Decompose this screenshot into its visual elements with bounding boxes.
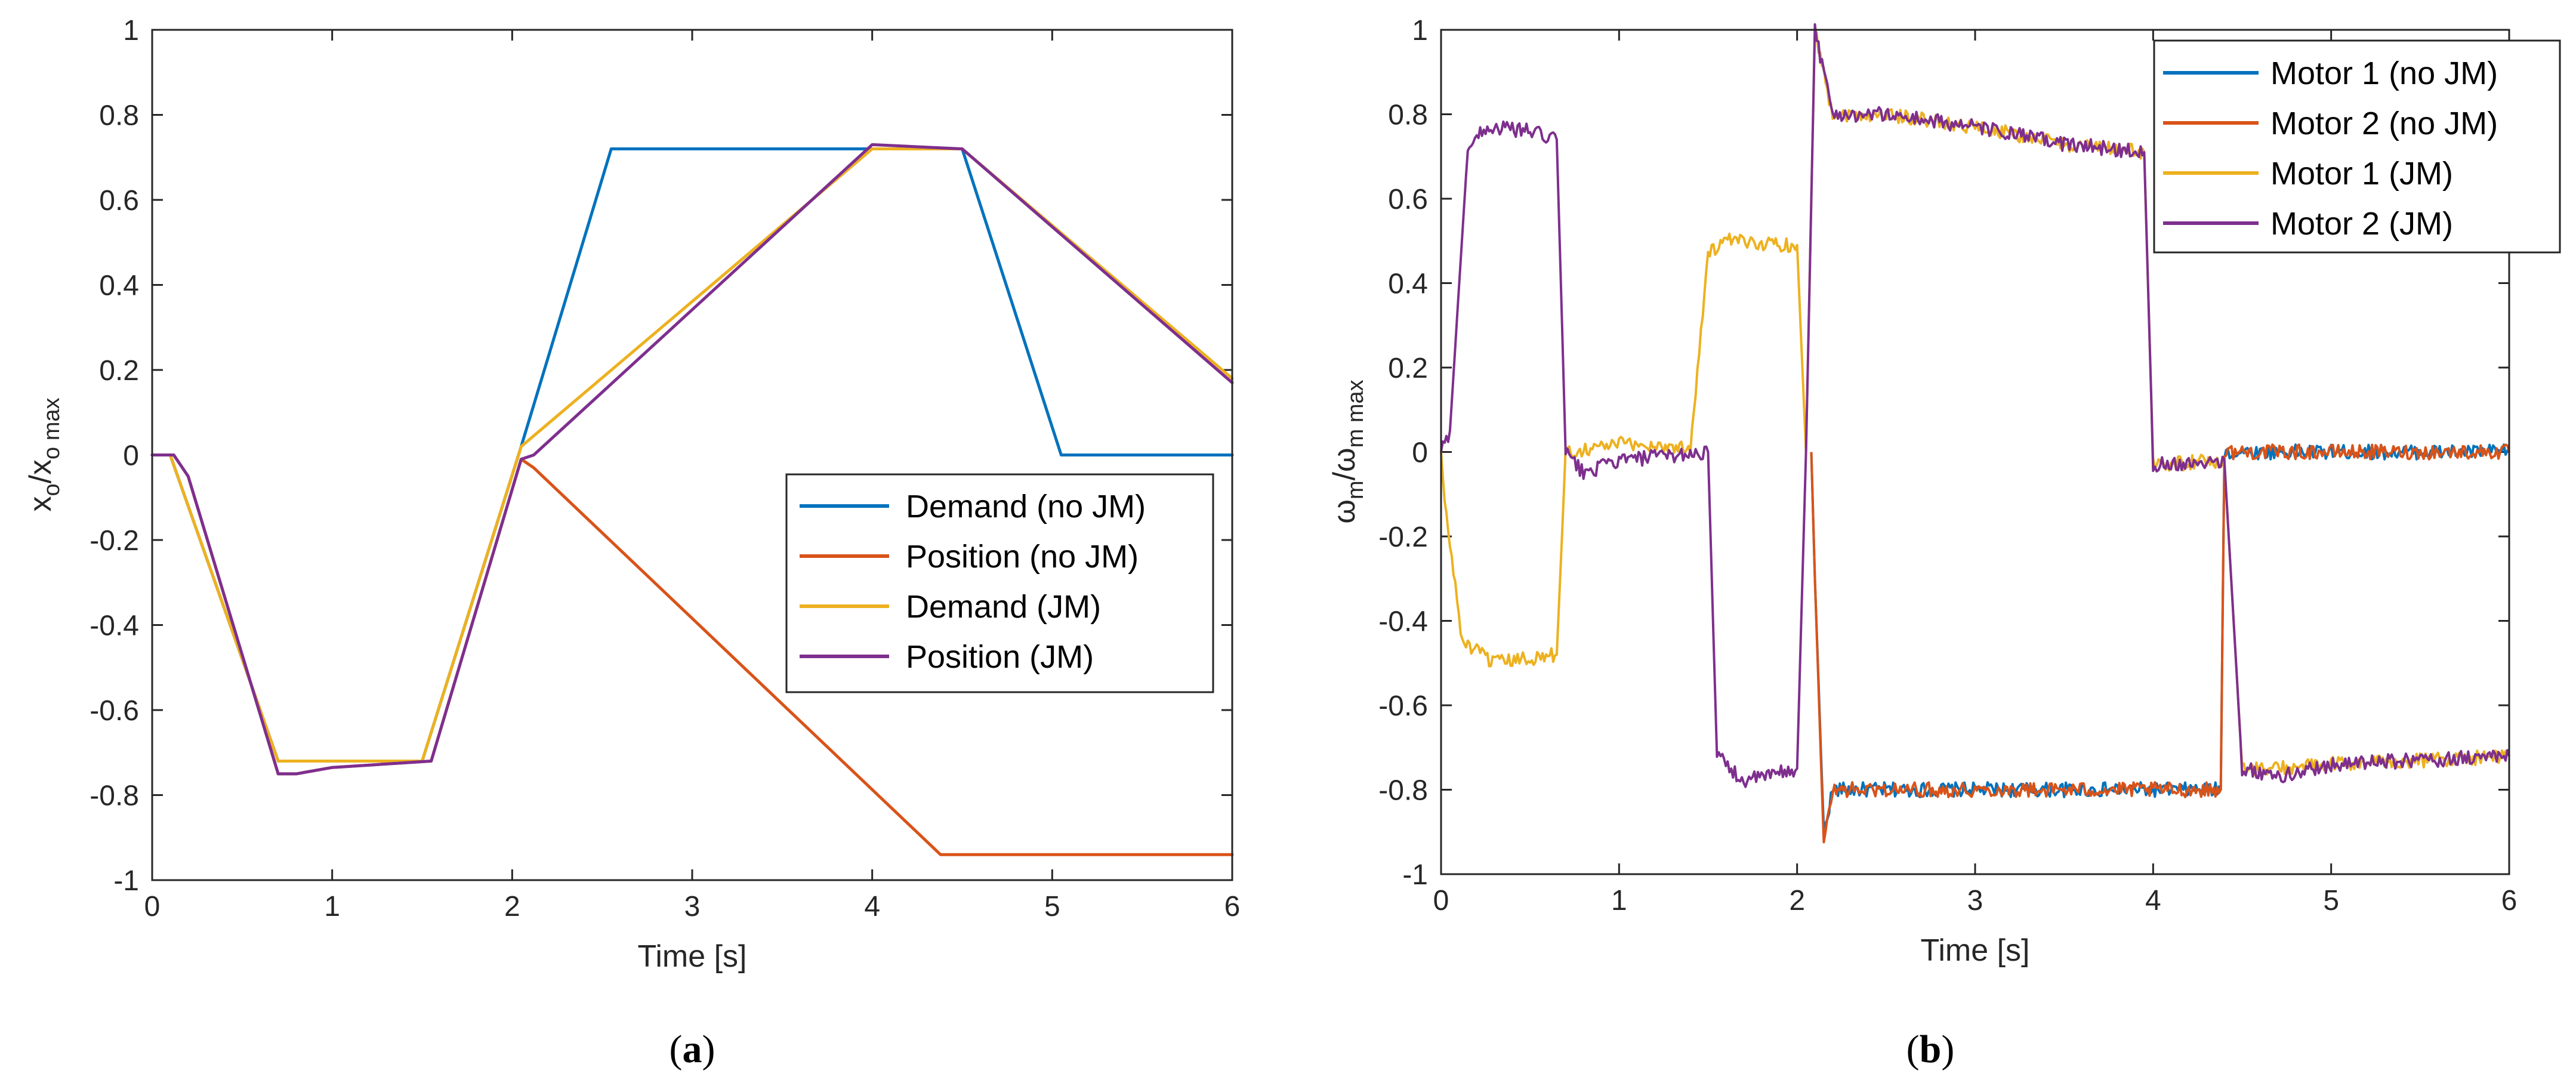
series-line-motor-2-jm [1440, 23, 2510, 788]
plot-frame-b [1440, 29, 2510, 875]
y-tick-label: 0.6 [1388, 184, 1428, 215]
x-tick-label: 1 [1611, 885, 1627, 917]
y-tick-label: -1 [113, 865, 139, 897]
y-tick-label: -0.6 [1378, 690, 1428, 722]
x-tick-label: 0 [144, 891, 161, 922]
x-tick-label: 3 [684, 891, 701, 922]
y-tick-label: 0 [123, 440, 139, 472]
x-tick-label: 5 [2323, 885, 2339, 917]
y-tick-label: -0.2 [1378, 522, 1428, 553]
y-tick-label: 1 [1412, 15, 1428, 47]
x-axis-label-a: Time [s] [638, 939, 747, 974]
series-group-b [1440, 23, 2510, 844]
y-tick-label: 0.2 [1388, 353, 1428, 384]
x-tick-label: 6 [1224, 891, 1241, 922]
legend-box-b [2153, 39, 2561, 254]
y-tick-label: 0.4 [1388, 269, 1428, 300]
y-tick-label: -0.2 [90, 525, 139, 557]
y-tick-label: 0.8 [99, 100, 139, 132]
y-tick-label: 0.2 [99, 355, 139, 387]
x-tick-label: 0 [1433, 885, 1449, 917]
x-tick-label: 5 [1044, 891, 1060, 922]
legend-b: Motor 1 (no JM) Motor 2 (no JM) Motor 1 (J… [2153, 39, 2561, 254]
series-group-a [150, 143, 1234, 856]
legend-label: Position (JM) [906, 639, 1094, 675]
legend-label: Position (no JM) [906, 539, 1139, 575]
caption-a: (a) [670, 1028, 715, 1071]
x-tick-label: 2 [504, 891, 520, 922]
legend-label: Demand (JM) [906, 589, 1101, 625]
legend-label: Motor 2 (JM) [2270, 206, 2453, 242]
series-line-motor-1-jm [1440, 31, 2510, 776]
y-tick-label: -0.4 [90, 610, 139, 642]
series-line-motor-2-no-jm [1810, 443, 2510, 844]
series-line-position-jm [150, 143, 1234, 776]
y-tick-label: -0.6 [90, 695, 139, 727]
y-axis-label-a: xo/xo max [23, 397, 64, 511]
y-axis-label-b: ωm/ωm max [1327, 379, 1368, 523]
y-tick-label: 0 [1412, 437, 1428, 469]
y-tick-label: -0.8 [90, 780, 139, 812]
x-tick-label: 1 [324, 891, 340, 922]
caption-b: (b) [1906, 1028, 1955, 1071]
y-tick-label: -1 [1402, 859, 1428, 891]
y-tick-label: 0.6 [99, 185, 139, 217]
x-tick-label: 3 [1967, 885, 1983, 917]
y-tick-label: 0.4 [99, 270, 139, 302]
x-tick-label: 4 [2145, 885, 2161, 917]
legend-label: Demand (no JM) [906, 489, 1146, 524]
legend-a: Demand (no JM) Position (no JM) Demand (JM… [785, 473, 1214, 693]
x-tick-label: 6 [2501, 885, 2518, 917]
y-tick-label: 1 [123, 15, 139, 47]
chart-panel-b: 0 1 2 3 4 5 6 -1 -0.8 -0.6 -0.4 -0.2 0 0.2 0.4 0.6 0.8 1… [1327, 15, 2561, 1071]
x-axis-label-b: Time [s] [1921, 933, 2030, 968]
legend-label: Motor 1 (JM) [2270, 156, 2453, 192]
x-tick-label: 2 [1789, 885, 1805, 917]
legend-label: Motor 2 (no JM) [2270, 106, 2498, 141]
legend-label: Motor 1 (no JM) [2270, 55, 2498, 91]
x-tick-label: 4 [864, 891, 880, 922]
y-tick-label: -0.4 [1378, 606, 1428, 638]
y-tick-label: 0.8 [1388, 100, 1428, 131]
y-tick-label: -0.8 [1378, 775, 1428, 807]
plot-frame-a [151, 29, 1233, 881]
